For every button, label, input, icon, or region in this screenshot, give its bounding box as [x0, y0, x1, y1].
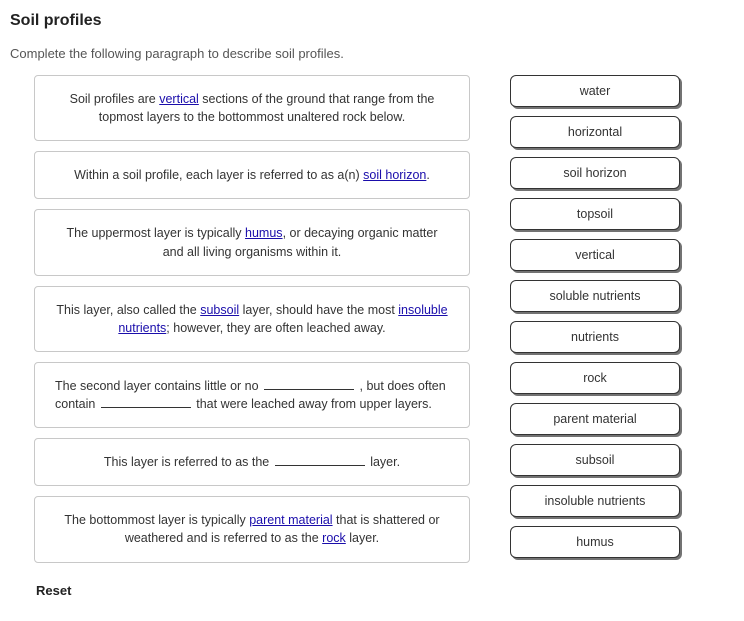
sentence-text: layer. [367, 455, 400, 469]
sentence-5[interactable]: The second layer contains little or no ,… [34, 362, 470, 428]
bank-item[interactable]: water [510, 75, 680, 107]
filled-blank[interactable]: parent material [249, 513, 332, 527]
word-bank: water horizontal soil horizon topsoil ve… [510, 75, 680, 567]
sentence-1[interactable]: Soil profiles are vertical sections of t… [34, 75, 470, 141]
bank-item[interactable]: soluble nutrients [510, 280, 680, 312]
sentence-text: Within a soil profile, each layer is ref… [74, 168, 363, 182]
bank-item[interactable]: parent material [510, 403, 680, 435]
sentence-text: layer. [346, 531, 379, 545]
sentence-text: The second layer contains little or no [55, 379, 262, 393]
sentence-7[interactable]: The bottommost layer is typically parent… [34, 496, 470, 562]
main-content: Soil profiles are vertical sections of t… [10, 75, 734, 604]
bank-item[interactable]: soil horizon [510, 157, 680, 189]
empty-blank[interactable] [264, 377, 354, 390]
bank-item[interactable]: subsoil [510, 444, 680, 476]
sentence-3[interactable]: The uppermost layer is typically humus, … [34, 209, 470, 275]
bank-item[interactable]: humus [510, 526, 680, 558]
filled-blank[interactable]: humus [245, 226, 283, 240]
bank-item[interactable]: horizontal [510, 116, 680, 148]
bank-item[interactable]: rock [510, 362, 680, 394]
sentence-text: layer, should have the most [239, 303, 398, 317]
paragraph-column: Soil profiles are vertical sections of t… [10, 75, 470, 604]
empty-blank[interactable] [101, 396, 191, 409]
filled-blank[interactable]: vertical [159, 92, 199, 106]
sentence-text: Soil profiles are [70, 92, 160, 106]
page-title: Soil profiles [10, 12, 734, 30]
sentence-text: . [426, 168, 429, 182]
sentence-text: ; however, they are often leached away. [166, 321, 385, 335]
sentence-4[interactable]: This layer, also called the subsoil laye… [34, 286, 470, 352]
filled-blank[interactable]: rock [322, 531, 346, 545]
filled-blank[interactable]: soil horizon [363, 168, 426, 182]
sentence-2[interactable]: Within a soil profile, each layer is ref… [34, 151, 470, 199]
filled-blank[interactable]: subsoil [200, 303, 239, 317]
bank-item[interactable]: vertical [510, 239, 680, 271]
empty-blank[interactable] [275, 454, 365, 467]
bank-item[interactable]: nutrients [510, 321, 680, 353]
sentence-text: This layer is referred to as the [104, 455, 273, 469]
bank-item[interactable]: topsoil [510, 198, 680, 230]
sentence-6[interactable]: This layer is referred to as the layer. [34, 438, 470, 486]
instruction-text: Complete the following paragraph to desc… [10, 46, 734, 61]
sentence-text: that were leached away from upper layers… [193, 397, 432, 411]
sentence-text: The uppermost layer is typically [66, 226, 245, 240]
bank-item[interactable]: insoluble nutrients [510, 485, 680, 517]
reset-button[interactable]: Reset [34, 577, 73, 604]
sentence-text: This layer, also called the [56, 303, 200, 317]
sentence-text: The bottommost layer is typically [64, 513, 249, 527]
